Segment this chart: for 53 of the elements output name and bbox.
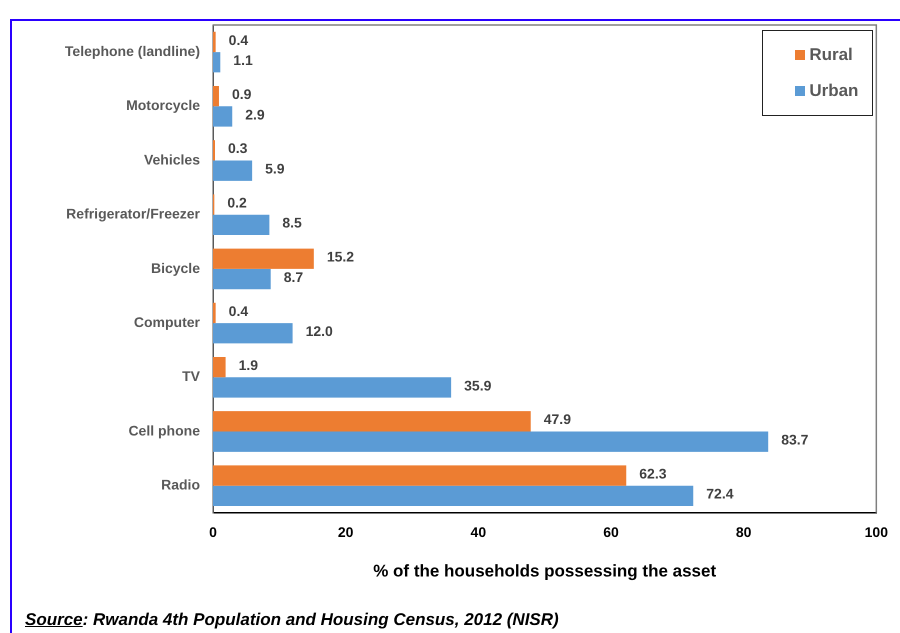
bar [213,302,216,324]
x-tick-label: 80 [736,524,752,540]
data-label: 15.2 [326,248,354,265]
x-tick-label: 60 [603,524,619,540]
bar [213,106,232,127]
bar [213,356,226,378]
data-label: 47.9 [544,411,572,428]
y-tick-label: Vehicles [144,151,200,168]
bar [213,32,216,52]
data-label: 8.5 [282,214,302,231]
data-label: 0.2 [227,194,247,210]
bar [213,377,452,398]
bar [213,86,219,106]
y-tick-label: Cell phone [128,422,200,438]
bar [213,411,531,432]
y-tick-label: Computer [134,314,201,330]
bar [213,465,626,486]
data-label: 2.9 [245,106,265,122]
data-label: 62.3 [639,465,667,482]
y-tick-label: Telephone (landline) [64,42,200,59]
y-tick-label: Radio [161,476,200,493]
x-tick-label: 40 [470,524,486,540]
data-label: 0.4 [228,302,248,319]
data-label: 5.9 [265,160,285,177]
x-axis-title: % of the households possessing the asset [373,561,716,580]
x-tick-label: 20 [338,524,354,540]
y-tick-label: Motorcycle [126,97,200,114]
legend-label: Urban [809,81,858,101]
data-label: 1.1 [233,52,253,68]
data-label: 0.4 [228,32,248,48]
data-label: 0.3 [228,140,248,156]
y-tick-label: Refrigerator/Freezer [66,206,201,222]
data-label: 35.9 [464,377,492,394]
bar [213,486,694,506]
data-label: 1.9 [238,356,258,373]
bar [213,323,293,344]
data-label: 0.9 [232,86,252,102]
data-label: 83.7 [781,432,809,448]
bar [213,432,768,452]
x-tick-label: 100 [864,524,888,540]
data-label: 72.4 [706,486,734,502]
x-tick-label: 0 [209,524,218,540]
source-note: Source: Rwanda 4th Population and Housing Census, 2012 (NISR) [25,610,559,630]
y-tick-label: TV [182,368,201,384]
bar [213,248,314,269]
data-label: 12.0 [306,323,334,340]
legend-label: Rural [809,45,853,65]
data-label: 8.7 [284,268,304,285]
bar [213,214,270,236]
bar [213,160,252,181]
y-tick-label: Bicycle [150,260,200,276]
bar [213,268,271,290]
bar [213,52,220,72]
